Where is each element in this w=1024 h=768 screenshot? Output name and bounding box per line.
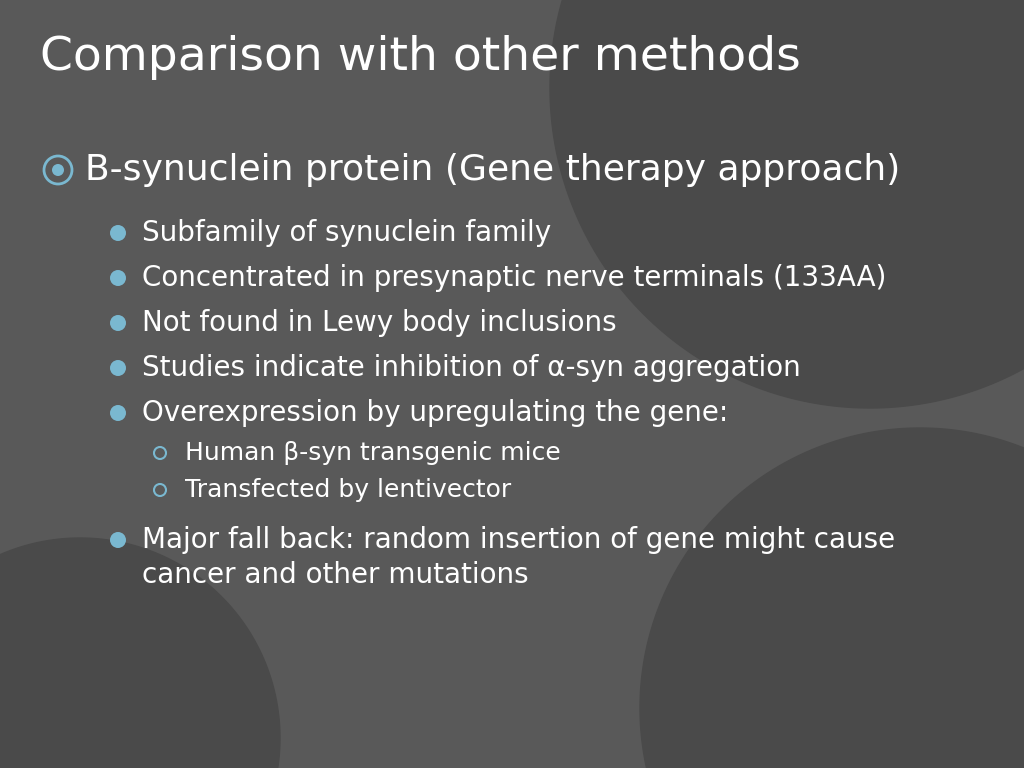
Text: Overexpression by upregulating the gene:: Overexpression by upregulating the gene: [142, 399, 728, 427]
Circle shape [110, 270, 126, 286]
Text: Major fall back: random insertion of gene might cause: Major fall back: random insertion of gen… [142, 526, 895, 554]
Circle shape [110, 360, 126, 376]
Polygon shape [640, 428, 1024, 768]
Polygon shape [0, 538, 280, 768]
Circle shape [110, 405, 126, 421]
Text: Not found in Lewy body inclusions: Not found in Lewy body inclusions [142, 309, 616, 337]
Text: B-synuclein protein (Gene therapy approach): B-synuclein protein (Gene therapy approa… [85, 153, 900, 187]
Text: Comparison with other methods: Comparison with other methods [40, 35, 801, 81]
Text: Concentrated in presynaptic nerve terminals (133AA): Concentrated in presynaptic nerve termin… [142, 264, 887, 292]
Text: Subfamily of synuclein family: Subfamily of synuclein family [142, 219, 551, 247]
Circle shape [110, 225, 126, 241]
Polygon shape [550, 0, 1024, 408]
Circle shape [110, 532, 126, 548]
Text: Studies indicate inhibition of α-syn aggregation: Studies indicate inhibition of α-syn agg… [142, 354, 801, 382]
Text: cancer and other mutations: cancer and other mutations [142, 561, 528, 589]
Text: Human β-syn transgenic mice: Human β-syn transgenic mice [185, 441, 561, 465]
Circle shape [52, 164, 63, 176]
Text: Transfected by lentivector: Transfected by lentivector [185, 478, 511, 502]
Circle shape [110, 315, 126, 331]
